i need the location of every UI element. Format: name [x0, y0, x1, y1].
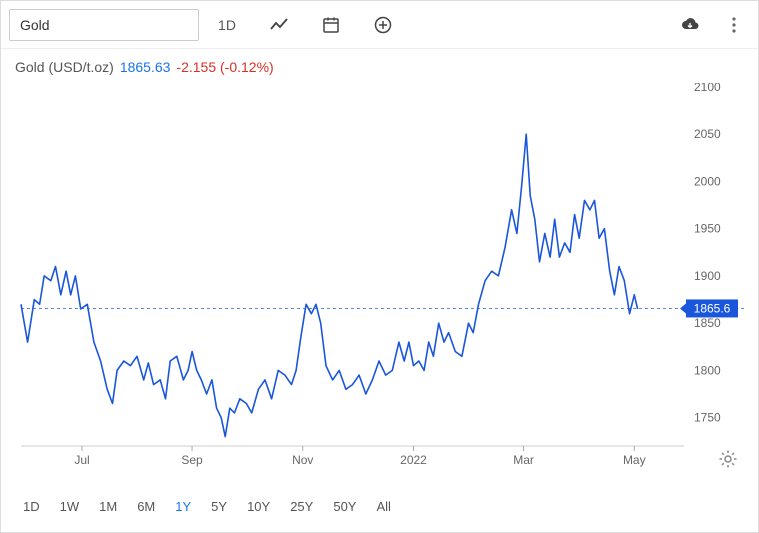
cloud-download-icon — [679, 14, 701, 36]
svg-text:Sep: Sep — [181, 453, 203, 467]
symbol-search-value: Gold — [20, 17, 50, 33]
svg-text:2022: 2022 — [400, 453, 427, 467]
toolbar: Gold 1D — [1, 1, 758, 49]
symbol-search-input[interactable]: Gold — [9, 9, 199, 41]
calendar-icon — [321, 15, 341, 35]
svg-text:1850: 1850 — [694, 316, 721, 330]
svg-text:2000: 2000 — [694, 174, 721, 188]
svg-text:2100: 2100 — [694, 83, 721, 94]
instrument-name: Gold (USD/t.oz) — [15, 59, 114, 75]
svg-text:May: May — [623, 453, 646, 467]
range-button-1m[interactable]: 1M — [91, 495, 125, 518]
svg-text:Mar: Mar — [513, 453, 534, 467]
range-button-50y[interactable]: 50Y — [325, 495, 364, 518]
download-button[interactable] — [666, 9, 714, 41]
range-button-6m[interactable]: 6M — [129, 495, 163, 518]
svg-text:1950: 1950 — [694, 222, 721, 236]
timeframe-button[interactable]: 1D — [203, 9, 251, 41]
more-vertical-icon — [724, 15, 744, 35]
svg-text:1750: 1750 — [694, 411, 721, 425]
range-button-all[interactable]: All — [368, 495, 398, 518]
line-chart-icon — [269, 15, 289, 35]
svg-text:Jul: Jul — [74, 453, 89, 467]
range-button-25y[interactable]: 25Y — [282, 495, 321, 518]
range-button-10y[interactable]: 10Y — [239, 495, 278, 518]
price-chart: 1750 1800 1850 1900 1950 2000 2050 2100 Jul Sep No… — [15, 83, 744, 468]
svg-text:Nov: Nov — [292, 453, 313, 467]
svg-text:2050: 2050 — [694, 127, 721, 141]
range-button-1w[interactable]: 1W — [52, 495, 88, 518]
date-range-picker-button[interactable] — [307, 9, 355, 41]
chart-settings-button[interactable] — [718, 449, 738, 474]
plus-circle-icon — [373, 15, 393, 35]
svg-text:1800: 1800 — [694, 363, 721, 377]
price-header: Gold (USD/t.oz) 1865.63 -2.155 (-0.12%) — [1, 49, 758, 79]
chart-type-button[interactable] — [255, 9, 303, 41]
svg-text:1900: 1900 — [694, 269, 721, 283]
instrument-price: 1865.63 — [120, 59, 171, 75]
chart-widget: Gold 1D Gold (USD/t.oz) 1865.63 -2.155 (… — [0, 0, 759, 533]
timeframe-label: 1D — [218, 17, 236, 33]
chart-area[interactable]: 1750 1800 1850 1900 1950 2000 2050 2100 Jul Sep No… — [15, 83, 744, 468]
instrument-change: -2.155 (-0.12%) — [176, 59, 273, 75]
range-button-1y[interactable]: 1Y — [167, 495, 199, 518]
gear-icon — [718, 449, 738, 469]
add-indicator-button[interactable] — [359, 9, 407, 41]
range-selector: 1D1W1M6M1Y5Y10Y25Y50YAll — [15, 495, 744, 518]
range-button-5y[interactable]: 5Y — [203, 495, 235, 518]
range-button-1d[interactable]: 1D — [15, 495, 48, 518]
svg-text:1865.6: 1865.6 — [694, 301, 731, 315]
more-options-button[interactable] — [718, 9, 750, 41]
